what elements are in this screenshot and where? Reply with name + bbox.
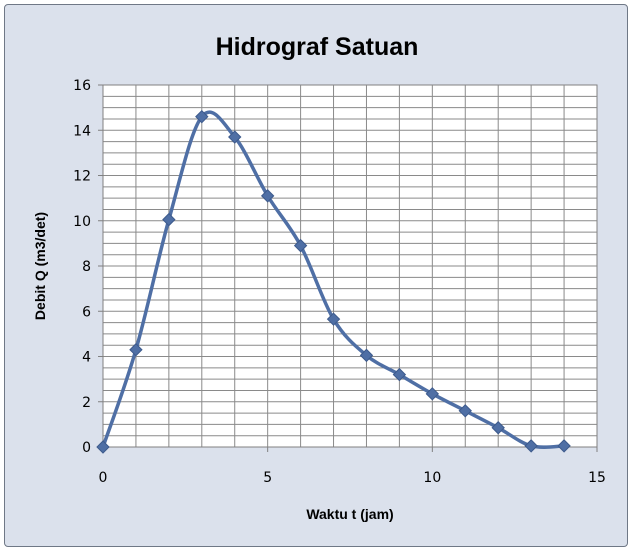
data-point-marker bbox=[260, 189, 275, 203]
y-tick-label: 2 bbox=[82, 395, 91, 411]
x-tick-label: 15 bbox=[588, 470, 606, 486]
x-axis-label: Waktu t (jam) bbox=[306, 506, 393, 522]
y-tick-label: 14 bbox=[73, 123, 91, 139]
x-tick-label: 5 bbox=[263, 470, 272, 486]
data-point-marker bbox=[129, 343, 143, 357]
data-point-marker bbox=[458, 404, 472, 418]
y-tick-label: 4 bbox=[82, 350, 91, 366]
tick-labels: 0 5 10 15 0 2 4 6 8 10 12 14 16 bbox=[73, 78, 606, 486]
data-point-marker bbox=[228, 130, 242, 144]
chart-svg: Hidrograf Satuan 0 5 10 15 0 2 4 6 8 10 12 14 16 Wak… bbox=[32, 33, 606, 522]
x-tick-label: 10 bbox=[423, 470, 441, 486]
data-point-marker bbox=[162, 212, 176, 227]
data-point-marker bbox=[557, 439, 571, 453]
data-point-marker bbox=[359, 348, 374, 363]
y-tick-label: 10 bbox=[73, 214, 91, 230]
data-point-marker bbox=[425, 387, 440, 401]
y-tick-label: 12 bbox=[73, 169, 91, 185]
data-point-marker bbox=[326, 312, 341, 326]
chart-frame: Hidrograf Satuan 0 5 10 15 0 2 4 6 8 10 12 14 16 Wak… bbox=[4, 4, 628, 547]
y-tick-label: 0 bbox=[82, 440, 91, 456]
y-tick-label: 8 bbox=[82, 259, 91, 275]
data-point-marker bbox=[195, 109, 209, 124]
y-axis-label: Debit Q (m3/det) bbox=[32, 212, 48, 320]
y-tick-label: 16 bbox=[73, 78, 91, 94]
data-point-marker bbox=[524, 439, 538, 453]
y-tick-label: 6 bbox=[82, 304, 91, 320]
data-point-marker bbox=[392, 367, 407, 382]
series-layer bbox=[96, 109, 571, 454]
chart-title: Hidrograf Satuan bbox=[216, 33, 419, 61]
grid bbox=[103, 85, 597, 447]
data-point-marker bbox=[491, 421, 505, 435]
data-point-marker bbox=[293, 238, 308, 253]
x-tick-label: 0 bbox=[99, 470, 108, 486]
data-point-marker bbox=[96, 440, 110, 454]
